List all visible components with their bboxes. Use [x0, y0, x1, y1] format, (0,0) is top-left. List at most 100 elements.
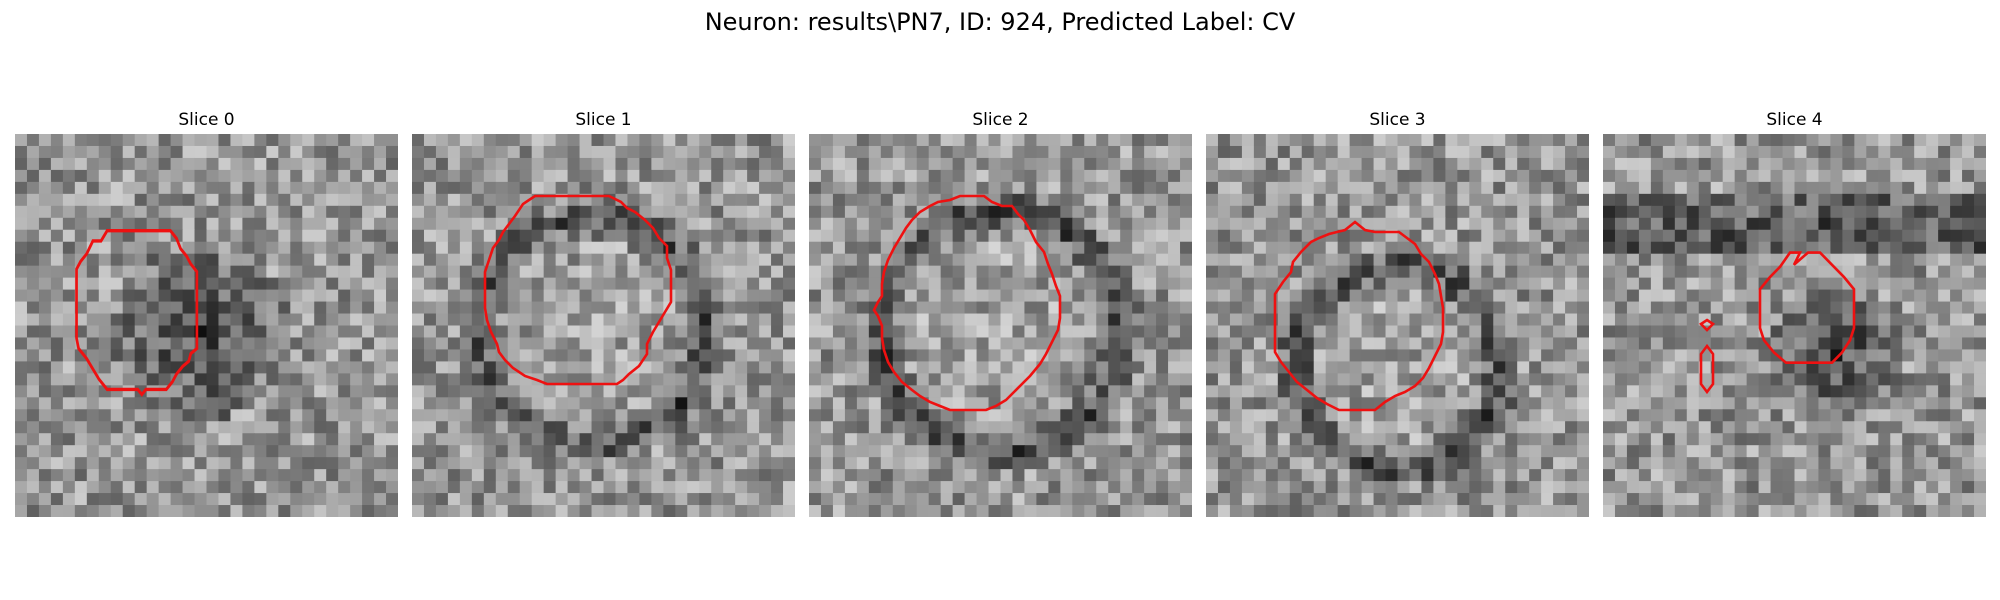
- pixel-cell: [1060, 385, 1073, 398]
- pixel-cell: [1914, 313, 1927, 326]
- pixel-cell: [820, 217, 834, 231]
- pixel-cell: [206, 169, 219, 183]
- pixel-cell: [1349, 397, 1363, 410]
- pixel-cell: [1674, 349, 1688, 362]
- pixel-cell: [170, 385, 184, 398]
- pixel-cell: [1854, 313, 1867, 326]
- pixel-cell: [1962, 313, 1975, 326]
- pixel-cell: [1710, 433, 1724, 446]
- pixel-cell: [1000, 325, 1013, 338]
- pixel-cell: [820, 289, 834, 303]
- pixel-cell: [1806, 373, 1819, 386]
- pixel-cell: [1806, 277, 1819, 291]
- pixel-cell: [651, 193, 664, 207]
- pixel-cell: [218, 349, 231, 362]
- pixel-cell: [1974, 145, 1986, 159]
- pixel-cell: [1698, 229, 1712, 243]
- pixel-cell: [880, 421, 894, 434]
- pixel-cell: [1313, 301, 1327, 315]
- pixel-cell: [74, 134, 88, 147]
- pixel-cell: [1758, 433, 1772, 446]
- pixel-cell: [1120, 373, 1133, 386]
- pixel-cell: [1614, 409, 1628, 422]
- pixel-cell: [1890, 265, 1903, 279]
- pixel-cell: [1674, 397, 1688, 410]
- pixel-cell: [326, 157, 339, 171]
- pixel-cell: [1120, 241, 1133, 255]
- pixel-cell: [1517, 181, 1530, 195]
- pixel-cell: [1313, 421, 1327, 434]
- pixel-cell: [1818, 169, 1831, 183]
- pixel-cell: [1445, 253, 1458, 267]
- pixel-cell: [1469, 445, 1482, 458]
- pixel-cell: [483, 361, 497, 374]
- pixel-cell: [1481, 241, 1494, 255]
- pixel-cell: [1565, 205, 1578, 219]
- pixel-cell: [832, 265, 846, 279]
- pixel-cell: [1144, 134, 1157, 147]
- pixel-cell: [170, 277, 184, 291]
- pixel-cell: [1541, 433, 1554, 446]
- pixel-cell: [1854, 169, 1867, 183]
- pixel-cell: [675, 505, 688, 517]
- pixel-cell: [651, 457, 664, 470]
- pixel-cell: [170, 325, 184, 338]
- pixel-cell: [1517, 241, 1530, 255]
- pixel-cell: [170, 169, 184, 183]
- pixel-cell: [1337, 505, 1351, 517]
- pixel-cell: [1012, 409, 1025, 422]
- pixel-cell: [1277, 433, 1291, 446]
- pixel-cell: [1565, 481, 1578, 494]
- pixel-cell: [1036, 145, 1049, 159]
- pixel-cell: [1217, 253, 1231, 267]
- pixel-cell: [1650, 205, 1664, 219]
- pixel-cell: [1662, 277, 1676, 291]
- pixel-cell: [531, 445, 545, 458]
- pixel-cell: [507, 469, 521, 482]
- pixel-cell: [1902, 157, 1915, 171]
- pixel-cell: [50, 134, 64, 147]
- pixel-cell: [1938, 349, 1951, 362]
- pixel-cell: [1710, 337, 1724, 350]
- pixel-cell: [1614, 349, 1628, 362]
- pixel-cell: [1950, 134, 1963, 147]
- pixel-cell: [1626, 277, 1640, 291]
- pixel-cell: [868, 505, 882, 517]
- pixel-cell: [699, 253, 712, 267]
- pixel-cell: [783, 469, 795, 482]
- pixel-cell: [1698, 241, 1712, 255]
- pixel-cell: [1012, 169, 1025, 183]
- pixel-cell: [603, 313, 616, 326]
- pixel-cell: [1373, 505, 1387, 517]
- pixel-cell: [194, 505, 207, 517]
- pixel-cell: [447, 397, 461, 410]
- pixel-cell: [447, 493, 461, 506]
- pixel-cell: [868, 361, 882, 374]
- pixel-cell: [904, 277, 918, 291]
- pixel-cell: [1012, 445, 1025, 458]
- pixel-cell: [809, 457, 822, 470]
- pixel-cell: [62, 301, 76, 315]
- pixel-cell: [555, 229, 569, 243]
- pixel-cell: [1505, 397, 1518, 410]
- pixel-cell: [182, 217, 196, 231]
- pixel-cell: [326, 409, 339, 422]
- pixel-cell: [1048, 457, 1061, 470]
- pixel-cell: [820, 421, 834, 434]
- pixel-cell: [1746, 169, 1760, 183]
- pixel-cell: [242, 409, 255, 422]
- pixel-cell: [1433, 134, 1446, 147]
- pixel-cell: [892, 481, 906, 494]
- pixel-cell: [1626, 217, 1640, 231]
- pixel-cell: [218, 241, 231, 255]
- pixel-cell: [1409, 229, 1422, 243]
- pixel-cell: [62, 193, 76, 207]
- pixel-cell: [1132, 217, 1145, 231]
- pixel-cell: [1349, 349, 1363, 362]
- pixel-cell: [1650, 265, 1664, 279]
- pixel-cell: [1132, 493, 1145, 506]
- pixel-cell: [1385, 301, 1398, 315]
- pixel-cell: [1722, 277, 1736, 291]
- pixel-cell: [988, 277, 1001, 291]
- pixel-cell: [1577, 397, 1589, 410]
